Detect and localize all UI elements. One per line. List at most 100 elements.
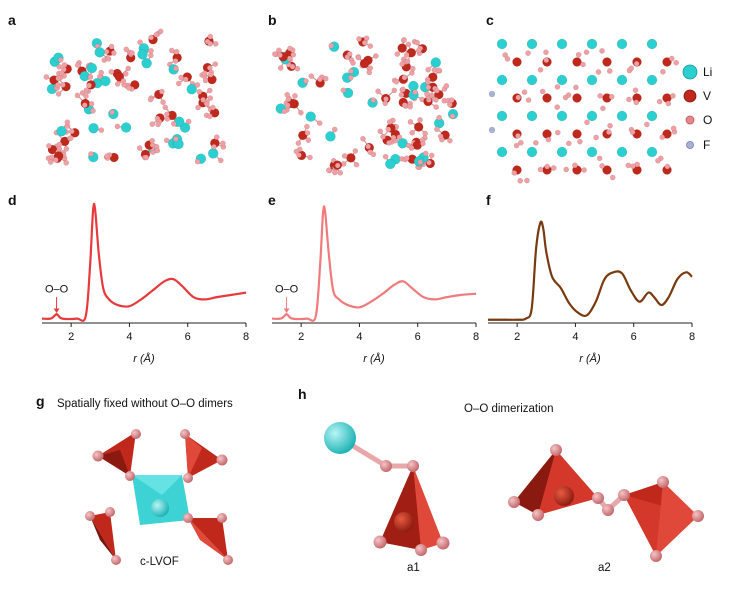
o-atom [168,47,175,54]
o-atom [443,83,450,89]
panel-label-c: c [486,12,494,28]
o-atom [609,174,616,181]
o-atom [448,97,455,103]
o-atom [367,43,374,49]
o-atom [207,71,214,78]
o-atom-dimer-2 [407,460,419,472]
o-atom [154,147,161,154]
o-atom [385,126,392,133]
rdf-chart-e: 2 4 6 8 r (Å) O–O [271,205,479,365]
x-tick-label: 6 [631,331,637,343]
o-atom [110,50,117,56]
o-atom [383,96,389,102]
o-atom [284,91,291,98]
o-atom [644,121,650,128]
o-atom [545,136,552,143]
o-atom [607,122,613,129]
v-atom [60,136,70,147]
oo-annotation-arrowhead [53,308,60,313]
x-tick-label: 4 [572,331,578,343]
v-atom [572,93,582,103]
panel-label-e: e [268,192,276,208]
o-atom [305,137,312,143]
o-atom [659,134,666,141]
o-atom [513,142,520,149]
o-atom [525,50,531,57]
o-atom [539,88,546,95]
o-atom [352,148,359,154]
li-atom [137,49,148,60]
o-atom [404,58,411,65]
li-atom [496,38,508,50]
structure-image-a [43,28,227,166]
v-atom [572,57,582,67]
o-atom [386,119,393,125]
li-atom [325,131,336,142]
o-atom [428,92,435,99]
o-atom [196,88,203,95]
o-atom [399,61,405,67]
o-atom [583,49,590,56]
o-atom [194,158,201,165]
li-atom [616,110,628,122]
o-atom [182,76,189,83]
o-atom [143,154,150,161]
v-atom [346,153,356,163]
o-atom [562,94,569,101]
rdf-series-line [487,220,693,321]
h-title: O–O dimerization [464,403,554,415]
o-atom [554,129,561,136]
o-atom [56,63,63,70]
o-atom [195,104,201,111]
o-atom [331,126,338,133]
li-atom [646,38,658,50]
li-atom [141,58,152,69]
o-atom [425,66,431,73]
vo4-tetrahedron-3 [90,512,116,560]
li-atom [94,47,105,58]
o-atom [405,41,412,48]
o-atom [424,90,430,97]
o-atom [373,53,379,59]
o-atom [207,40,214,47]
o-atom [606,129,612,135]
o-atom [599,48,605,54]
o-atom [626,96,632,103]
o-atom [625,162,632,169]
o-atom [114,81,121,87]
o-atom [149,121,156,127]
o-atom [88,151,94,157]
li-atom [496,74,508,86]
panel-label-f: f [486,192,491,208]
li-atom [86,62,98,74]
o-atom [572,162,578,169]
o-atom [316,120,323,127]
o-atom [202,77,209,84]
f-atom [488,126,496,134]
o-atom [543,57,550,64]
o-atom [55,91,62,97]
o-atom [428,152,435,159]
o-atom [656,98,663,105]
li-atom [496,110,508,122]
panel-label-h: h [298,386,307,402]
o-atom [126,85,132,91]
o-atom [325,167,332,174]
li-atom [151,499,169,517]
o-atom [408,145,415,151]
o-atom [608,93,615,100]
o-atom [185,118,192,125]
o-atom [673,59,680,66]
o-atom [341,153,348,159]
li-atom [120,122,132,133]
li-atom [526,74,538,86]
o-atom [155,121,161,128]
o-atom [289,63,296,70]
o-atom [52,157,59,163]
o-atom [412,89,418,95]
o-atom [380,133,386,140]
o-atom [207,33,214,40]
o-atom [581,167,587,173]
oo-annotation-arrowhead [283,308,290,313]
o-atom [655,157,661,164]
